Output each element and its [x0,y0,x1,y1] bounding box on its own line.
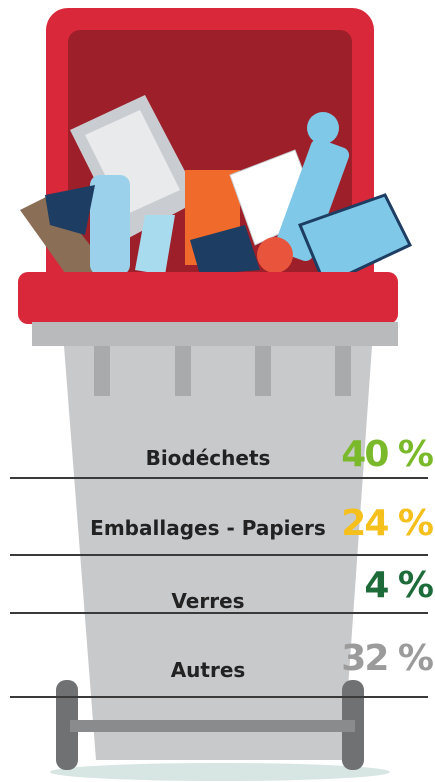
item-label: Emballages - Papiers [90,516,326,540]
axle [70,720,355,732]
item-percent: 4 % [364,565,433,606]
item-label: Autres [171,658,246,682]
item-label: Verres [171,589,244,613]
item-label: Biodéchets [146,446,271,470]
item-percent: 24 % [341,503,433,544]
item-percent: 40 % [341,434,433,475]
bin-collar [32,322,398,346]
bin-rib [335,346,351,396]
bin-rib [255,346,271,396]
item-percent: 32 % [341,638,433,679]
infographic: Biodéchets 40 % Emballages - Papiers 24 % Ve… [0,0,435,782]
bin-rib [175,346,191,396]
ground-shadow [50,763,390,781]
bin-rib [94,346,110,396]
bin-rim [18,272,398,324]
